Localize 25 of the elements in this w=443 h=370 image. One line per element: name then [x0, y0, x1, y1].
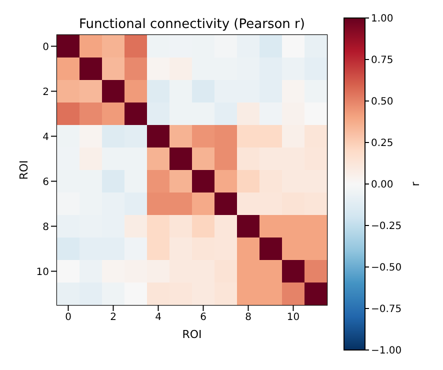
- x-tick-label: 0: [65, 312, 72, 324]
- color-bar-label: −0.75: [371, 304, 402, 315]
- y-tick-label: 6: [42, 176, 49, 188]
- x-axis-title: ROI: [182, 328, 202, 341]
- color-bar-label: −0.50: [371, 262, 402, 274]
- color-bar-label: 0.00: [371, 180, 394, 190]
- color-bar-label: 0.75: [371, 55, 394, 66]
- y-tick-label: 4: [42, 132, 49, 143]
- x-tick-label: 6: [200, 312, 206, 324]
- y-tick-label: 0: [42, 42, 49, 53]
- color-bar-label: 1.00: [371, 14, 394, 24]
- y-tick-label: 8: [42, 222, 49, 233]
- color-bar-label: −1.00: [371, 346, 402, 356]
- x-tick-label: 2: [110, 312, 116, 324]
- y-tick-label: 10: [36, 266, 49, 278]
- x-tick-label: 10: [286, 312, 300, 324]
- color-bar-title: r: [409, 181, 422, 186]
- x-tick-label: 4: [155, 312, 162, 324]
- color-bar-label: 0.50: [371, 96, 394, 108]
- x-tick-label: 8: [245, 312, 252, 324]
- color-bar-label: −0.25: [371, 221, 402, 232]
- color-bar-label: 0.25: [371, 138, 394, 149]
- chart-title: Functional connectivity (Pearson r): [79, 17, 305, 32]
- y-axis-title: ROI: [18, 160, 30, 180]
- y-tick-label: 2: [42, 86, 49, 98]
